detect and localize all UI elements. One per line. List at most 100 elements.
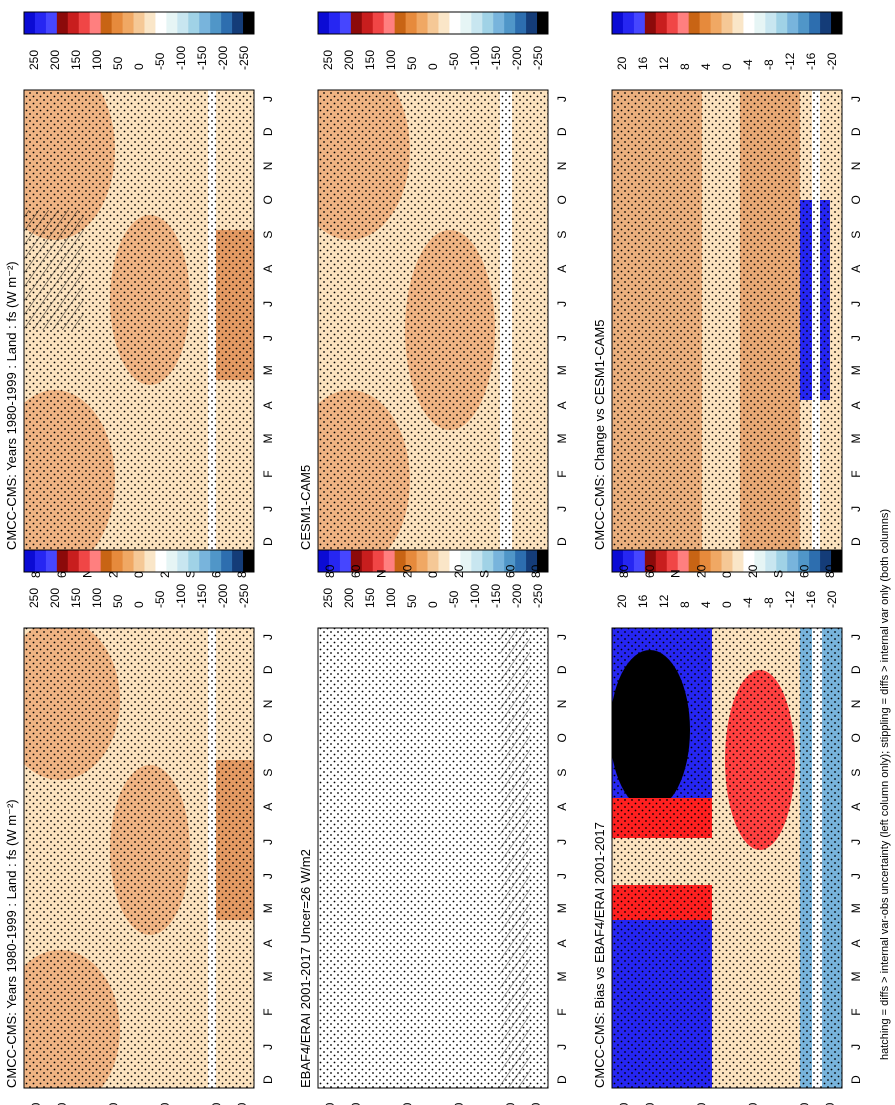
panel-5-colorbar-label: 8 — [678, 63, 692, 70]
panel-3-month-tick: J — [555, 96, 569, 102]
panel-2-colorbar-swatch — [471, 550, 483, 572]
panel-5-month-tick: J — [849, 301, 863, 307]
panel-4-colorbar-label: 0 — [720, 601, 734, 608]
panel-3-lat-tick: 20 — [452, 564, 466, 578]
panel-2-month-tick: J — [555, 839, 569, 845]
panel-4-colorbar-label: 12 — [657, 594, 671, 608]
panel-4-colorbar-swatch — [666, 550, 679, 572]
panel-1-colorbar-swatch — [221, 550, 233, 572]
panel-5-month-tick: N — [849, 162, 863, 171]
panel-3-colorbar-swatch — [339, 12, 352, 34]
panel-4-colorbar-swatch — [765, 550, 777, 572]
panel-2-lat-tick: 60 — [349, 1102, 363, 1105]
panel-4-colorbar-frame — [611, 549, 843, 573]
panel-4-lat-tick: 60 — [797, 1102, 811, 1105]
panel-4-colorbar-swatch — [612, 550, 624, 572]
panel-0-colorbar-swatch — [221, 12, 233, 34]
panel-3-colorbar-label: -50 — [447, 52, 461, 70]
panel-4-lat-tick: 20 — [746, 1102, 760, 1105]
panel-5-lat-tick: 60 — [797, 564, 811, 578]
panel-5-month-tick: M — [849, 434, 863, 444]
panel-5-colorbar-swatch — [732, 12, 744, 34]
panel-4-month-tick: J — [849, 839, 863, 845]
panel-4-lat-tick: 60 — [643, 1102, 657, 1105]
panel-0-month-tick: J — [261, 301, 275, 307]
footer-note: hatching = diffs > internal var-obs unce… — [879, 509, 891, 1060]
panel-2-lat-tick: 20 — [452, 1102, 466, 1105]
panel-2-colorbar-label: 200 — [342, 588, 356, 608]
panel-5-colorbar-swatch — [612, 12, 624, 34]
panel-4-colorbar-label: -16 — [804, 590, 818, 608]
panel-1-month-tick: M — [261, 972, 275, 982]
panel-4-title: CMCC-CMS: Bias vs EBAF4/ERAI 2001-2017 — [592, 822, 607, 1088]
panel-2-colorbar-label: 100 — [384, 588, 398, 608]
panel-3-colorbar-label: -250 — [531, 46, 545, 70]
panel-0-colorbar-swatch — [243, 12, 255, 34]
panel-3-heatmap — [317, 89, 549, 551]
panel-5-month-tick: M — [849, 365, 863, 375]
panel-1-colorbar-label: 0 — [132, 601, 146, 608]
panel-3-colorbar-swatch — [361, 12, 374, 34]
panel-5-month-tick: J — [849, 506, 863, 512]
panel-5-lat-tick: 20 — [694, 564, 708, 578]
panel-2-month-tick: D — [555, 1075, 569, 1084]
panel-4-colorbar-label: 4 — [699, 601, 713, 608]
panel-5-colorbar-swatch — [677, 12, 690, 34]
panel-4-colorbar-swatch — [732, 550, 744, 572]
panel-1-lat-tick: 60 — [55, 1102, 69, 1105]
panel-0-colorbar-label: -50 — [153, 52, 167, 70]
panel-0-colorbar-swatch — [144, 12, 156, 34]
panel-1-month-tick: D — [261, 665, 275, 674]
panel-3-colorbar-swatch — [318, 12, 330, 34]
panel-4-colorbar-swatch — [633, 550, 646, 572]
panel-3-lat-tick: 20 — [400, 564, 414, 578]
panel-4-month-tick: D — [849, 1075, 863, 1084]
panel-5-colorbar-swatch — [721, 12, 733, 34]
panel-0-colorbar-frame — [23, 11, 255, 35]
panel-0-colorbar-label: 50 — [111, 56, 125, 70]
panel-4-colorbar-swatch — [787, 550, 799, 572]
panel-5-colorbar-swatch — [710, 12, 723, 34]
panel-2-month-tick: F — [555, 1008, 569, 1015]
panel-2-colorbar-swatch — [350, 550, 363, 572]
panel-1-colorbar-swatch — [67, 550, 80, 572]
panel-5-month-tick: A — [849, 401, 863, 409]
panel-3-month-tick: A — [555, 401, 569, 409]
panel-1-lat-tick: 20 — [158, 1102, 172, 1105]
panel-1-month-tick: J — [261, 634, 275, 640]
panel-4-month-tick: D — [849, 665, 863, 674]
panel-2-frame — [317, 627, 549, 1089]
panel-5-field — [612, 90, 842, 550]
panel-1-month-tick: J — [261, 873, 275, 879]
panel-0-month-tick: D — [261, 127, 275, 136]
panel-1-month-tick: A — [261, 803, 275, 811]
panel-4-colorbar-label: 8 — [678, 601, 692, 608]
panel-5-colorbar-swatch — [787, 12, 799, 34]
panel-0-colorbar-swatch — [78, 12, 91, 34]
panel-3-colorbar-swatch — [416, 12, 429, 34]
labels-layer: CMCC-CMS: Years 1980-1999 : Land : fs (W… — [4, 11, 891, 1105]
panel-3-colorbar-swatch — [515, 12, 527, 34]
panel-1-month-tick: J — [261, 839, 275, 845]
panel-4-month-tick: S — [849, 769, 863, 777]
panel-0-colorbar-swatch — [34, 12, 47, 34]
panel-0-month-tick: O — [261, 195, 275, 204]
panel-5-colorbar-frame — [611, 11, 843, 35]
panel-2-heatmap — [317, 627, 549, 1089]
panel-4-colorbar-swatch — [677, 550, 690, 572]
panel-1-title: CMCC-CMS: Years 1980-1999 : Land : fs (W… — [4, 799, 19, 1088]
panel-5-colorbar-label: -4 — [741, 59, 755, 70]
panel-2-colorbar-swatch — [493, 550, 505, 572]
panel-2-colorbar-swatch — [515, 550, 527, 572]
panel-3-lat-tick: 80 — [323, 564, 337, 578]
panel-3-colorbar-label: 150 — [363, 50, 377, 70]
panel-4-month-tick: J — [849, 634, 863, 640]
panel-1-colorbar-label: -250 — [237, 584, 251, 608]
panel-1-colorbar-swatch — [144, 550, 156, 572]
panel-5-stippling — [612, 90, 842, 550]
panel-4-field — [612, 628, 842, 1088]
panel-0-colorbar-label: -100 — [174, 46, 188, 70]
panel-5-colorbar-swatch — [820, 12, 832, 34]
panel-2-colorbar-swatch — [449, 550, 461, 572]
panel-1-colorbar-swatch — [232, 550, 244, 572]
